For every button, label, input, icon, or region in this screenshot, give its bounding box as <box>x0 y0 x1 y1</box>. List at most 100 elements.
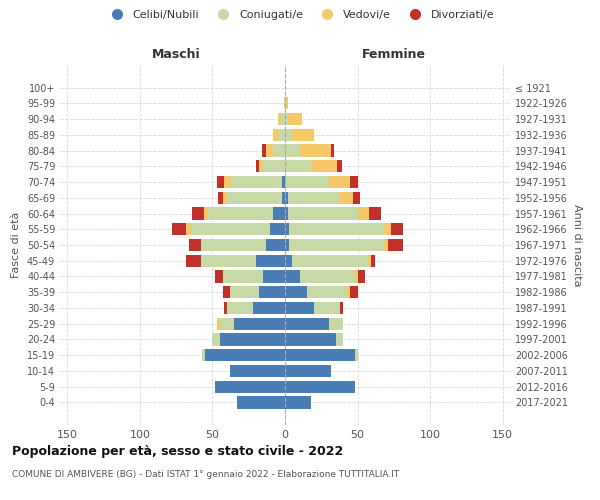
Bar <box>329 318 343 330</box>
Bar <box>227 302 253 314</box>
Bar <box>285 365 331 377</box>
Bar <box>223 270 263 282</box>
Bar <box>278 113 281 125</box>
Bar <box>215 270 223 282</box>
Bar <box>271 223 285 235</box>
Bar <box>259 160 263 172</box>
Bar <box>339 192 353 204</box>
Bar <box>285 239 289 251</box>
Bar <box>266 144 274 156</box>
Bar <box>266 239 285 251</box>
Bar <box>285 160 311 172</box>
Bar <box>263 160 285 172</box>
Bar <box>285 113 288 125</box>
Bar <box>186 223 191 235</box>
Bar <box>299 270 355 282</box>
Bar <box>230 286 259 298</box>
Bar <box>368 254 371 267</box>
Bar <box>285 349 355 362</box>
Bar <box>201 239 266 251</box>
Bar <box>189 239 201 251</box>
Bar <box>288 192 339 204</box>
Bar <box>282 192 285 204</box>
Bar <box>285 286 307 298</box>
Bar <box>285 396 311 408</box>
Bar <box>384 239 388 251</box>
Bar <box>274 128 278 141</box>
Bar <box>369 208 381 220</box>
Bar <box>347 286 350 298</box>
Bar <box>288 113 302 125</box>
Bar <box>256 254 285 267</box>
Bar <box>340 302 343 314</box>
Bar <box>314 302 340 314</box>
Bar <box>285 223 289 235</box>
Bar <box>274 144 285 156</box>
Bar <box>358 208 369 220</box>
Bar <box>285 144 299 156</box>
Bar <box>355 270 358 282</box>
Bar <box>220 318 234 330</box>
Bar <box>282 176 285 188</box>
Bar <box>391 223 403 235</box>
Bar <box>384 223 391 235</box>
Text: COMUNE DI AMBIVERE (BG) - Dati ISTAT 1° gennaio 2022 - Elaborazione TUTTITALIA.I: COMUNE DI AMBIVERE (BG) - Dati ISTAT 1° … <box>12 470 399 479</box>
Bar <box>285 176 329 188</box>
Bar <box>285 128 292 141</box>
Bar <box>224 176 231 188</box>
Text: Maschi: Maschi <box>152 48 200 60</box>
Bar <box>186 254 201 267</box>
Bar <box>299 144 331 156</box>
Bar <box>285 254 292 267</box>
Bar <box>285 380 355 393</box>
Bar <box>278 128 285 141</box>
Bar <box>218 192 223 204</box>
Bar <box>202 349 205 362</box>
Bar <box>224 302 227 314</box>
Bar <box>292 254 368 267</box>
Bar <box>311 160 337 172</box>
Bar <box>285 318 329 330</box>
Bar <box>285 97 288 110</box>
Bar <box>285 208 288 220</box>
Y-axis label: Fasce di età: Fasce di età <box>11 212 21 278</box>
Bar <box>227 192 282 204</box>
Bar <box>253 302 285 314</box>
Text: Popolazione per età, sesso e stato civile - 2022: Popolazione per età, sesso e stato civil… <box>12 445 343 458</box>
Bar <box>205 349 285 362</box>
Bar <box>292 128 314 141</box>
Bar <box>223 286 230 298</box>
Bar <box>223 192 227 204</box>
Bar <box>307 286 347 298</box>
Bar <box>259 286 285 298</box>
Text: Femmine: Femmine <box>362 48 426 60</box>
Bar <box>288 208 358 220</box>
Bar <box>285 334 336 345</box>
Bar <box>355 349 358 362</box>
Bar <box>350 176 358 188</box>
Bar <box>337 160 341 172</box>
Bar <box>289 223 384 235</box>
Bar <box>234 318 285 330</box>
Bar <box>388 239 403 251</box>
Bar <box>329 176 350 188</box>
Bar <box>336 334 343 345</box>
Bar <box>285 270 299 282</box>
Bar <box>215 380 285 393</box>
Bar <box>358 270 365 282</box>
Bar <box>256 160 259 172</box>
Bar <box>208 208 274 220</box>
Bar <box>217 176 224 188</box>
Bar <box>353 192 361 204</box>
Legend: Celibi/Nubili, Coniugati/e, Vedovi/e, Divorziati/e: Celibi/Nubili, Coniugati/e, Vedovi/e, Di… <box>101 6 499 25</box>
Y-axis label: Anni di nascita: Anni di nascita <box>572 204 582 286</box>
Bar <box>262 144 266 156</box>
Bar <box>220 334 285 345</box>
Bar <box>191 223 271 235</box>
Bar <box>285 302 314 314</box>
Bar <box>289 239 384 251</box>
Bar <box>371 254 375 267</box>
Bar <box>284 97 285 110</box>
Bar <box>331 144 334 156</box>
Bar <box>192 208 204 220</box>
